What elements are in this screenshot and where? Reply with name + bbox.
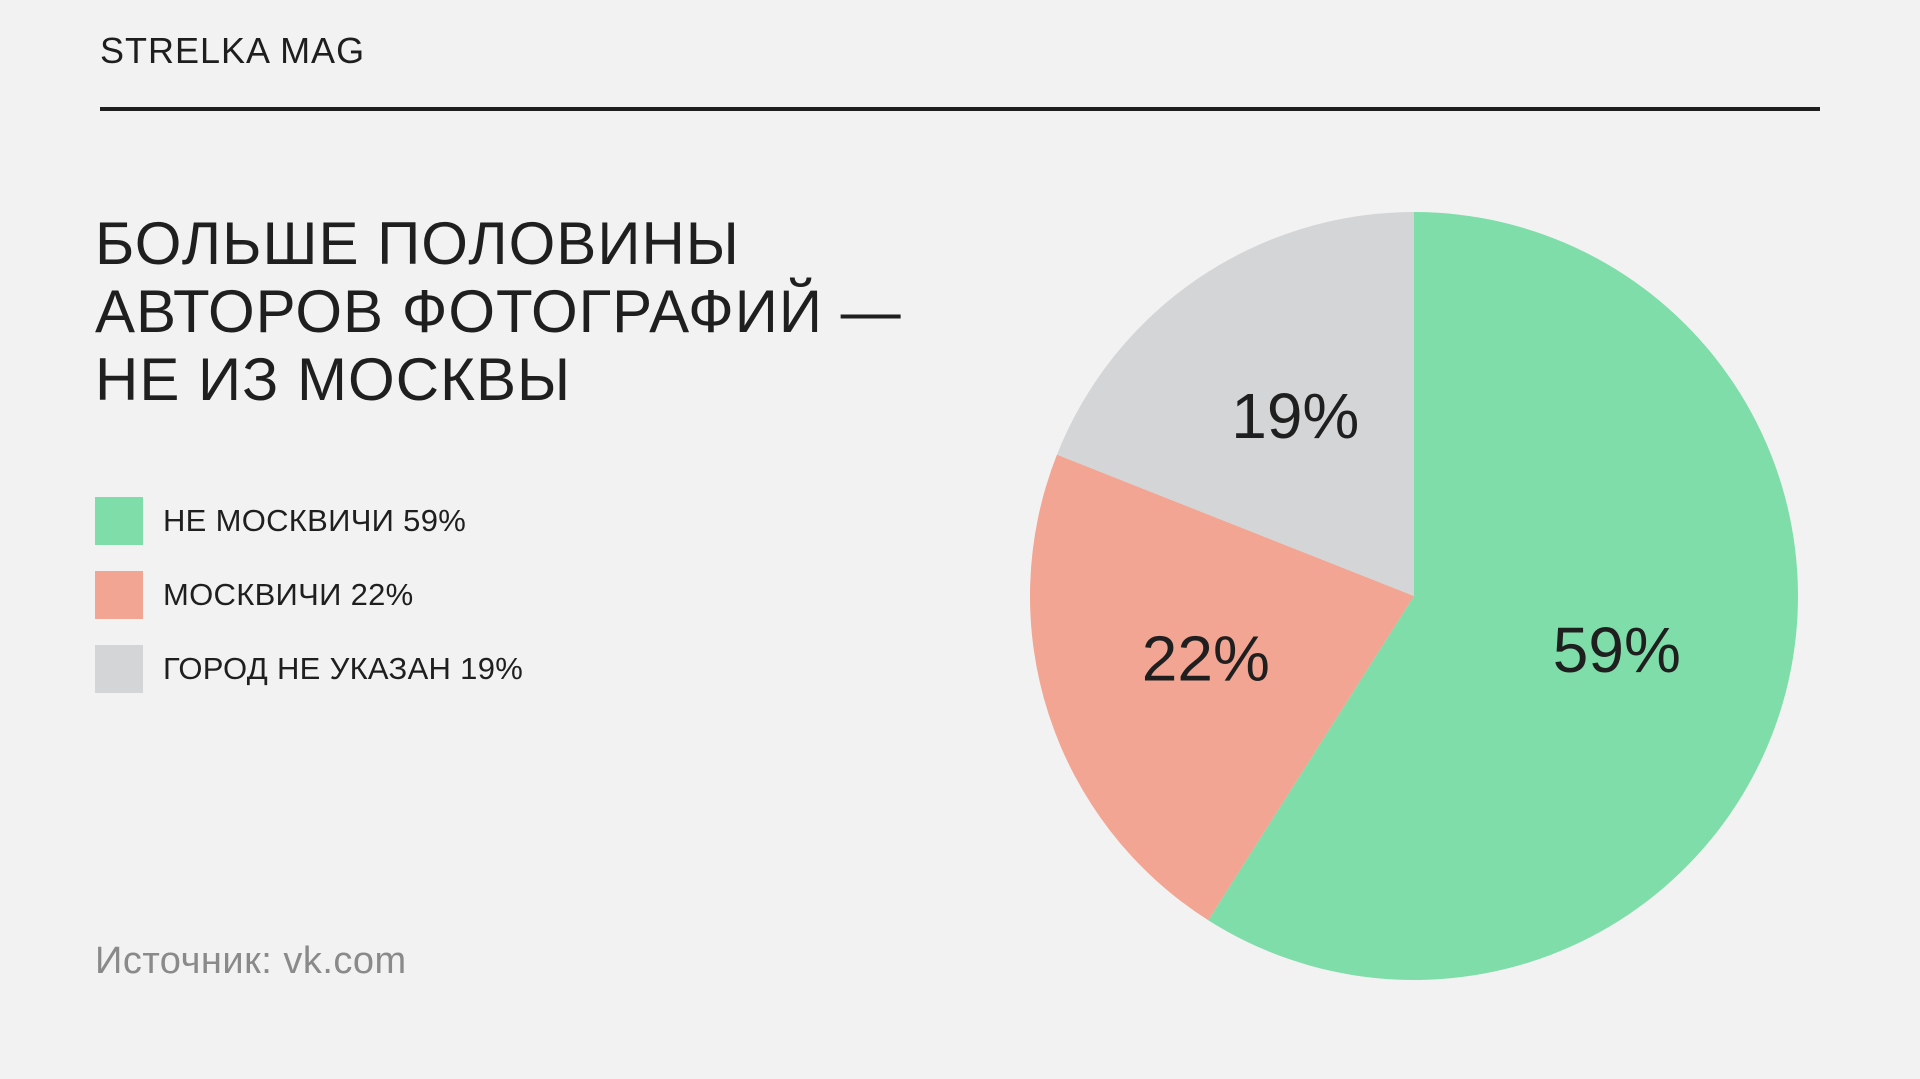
slice-value-label: 19% [1231,380,1359,452]
slice-value-label: 59% [1553,614,1681,686]
legend-item: НЕ МОСКВИЧИ 59% [95,497,795,545]
pie-slice [1030,454,1414,921]
brand-logo: STRELKA MAG [100,30,366,71]
legend-swatch [95,497,143,545]
slice-value-label: 22% [1142,623,1270,695]
pie-slice [1056,212,1414,596]
pie-slices [1030,212,1798,980]
legend-label: МОСКВИЧИ 22% [163,577,414,612]
chart-title-line: БОЛЬШЕ ПОЛОВИНЫ [95,210,740,277]
chart-title-line: АВТОРОВ ФОТОГРАФИЙ — [95,278,902,345]
legend-label: ГОРОД НЕ УКАЗАН 19% [163,651,524,686]
pie-labels: 59% 22% 19% [1142,380,1681,694]
legend-swatch [95,645,143,693]
source-note: Источник: vk.com [95,940,407,982]
legend-item: МОСКВИЧИ 22% [95,571,795,619]
legend-swatch [95,571,143,619]
chart-title-line: НЕ ИЗ МОСКВЫ [95,346,572,413]
legend-label: НЕ МОСКВИЧИ 59% [163,503,467,538]
pie-slice [1208,212,1798,980]
legend-item: ГОРОД НЕ УКАЗАН 19% [95,645,795,693]
header-divider [100,107,1820,111]
chart-title: БОЛЬШЕ ПОЛОВИНЫ АВТОРОВ ФОТОГРАФИЙ — НЕ … [95,210,995,414]
chart-legend: НЕ МОСКВИЧИ 59% МОСКВИЧИ 22% ГОРОД НЕ УК… [95,497,795,719]
